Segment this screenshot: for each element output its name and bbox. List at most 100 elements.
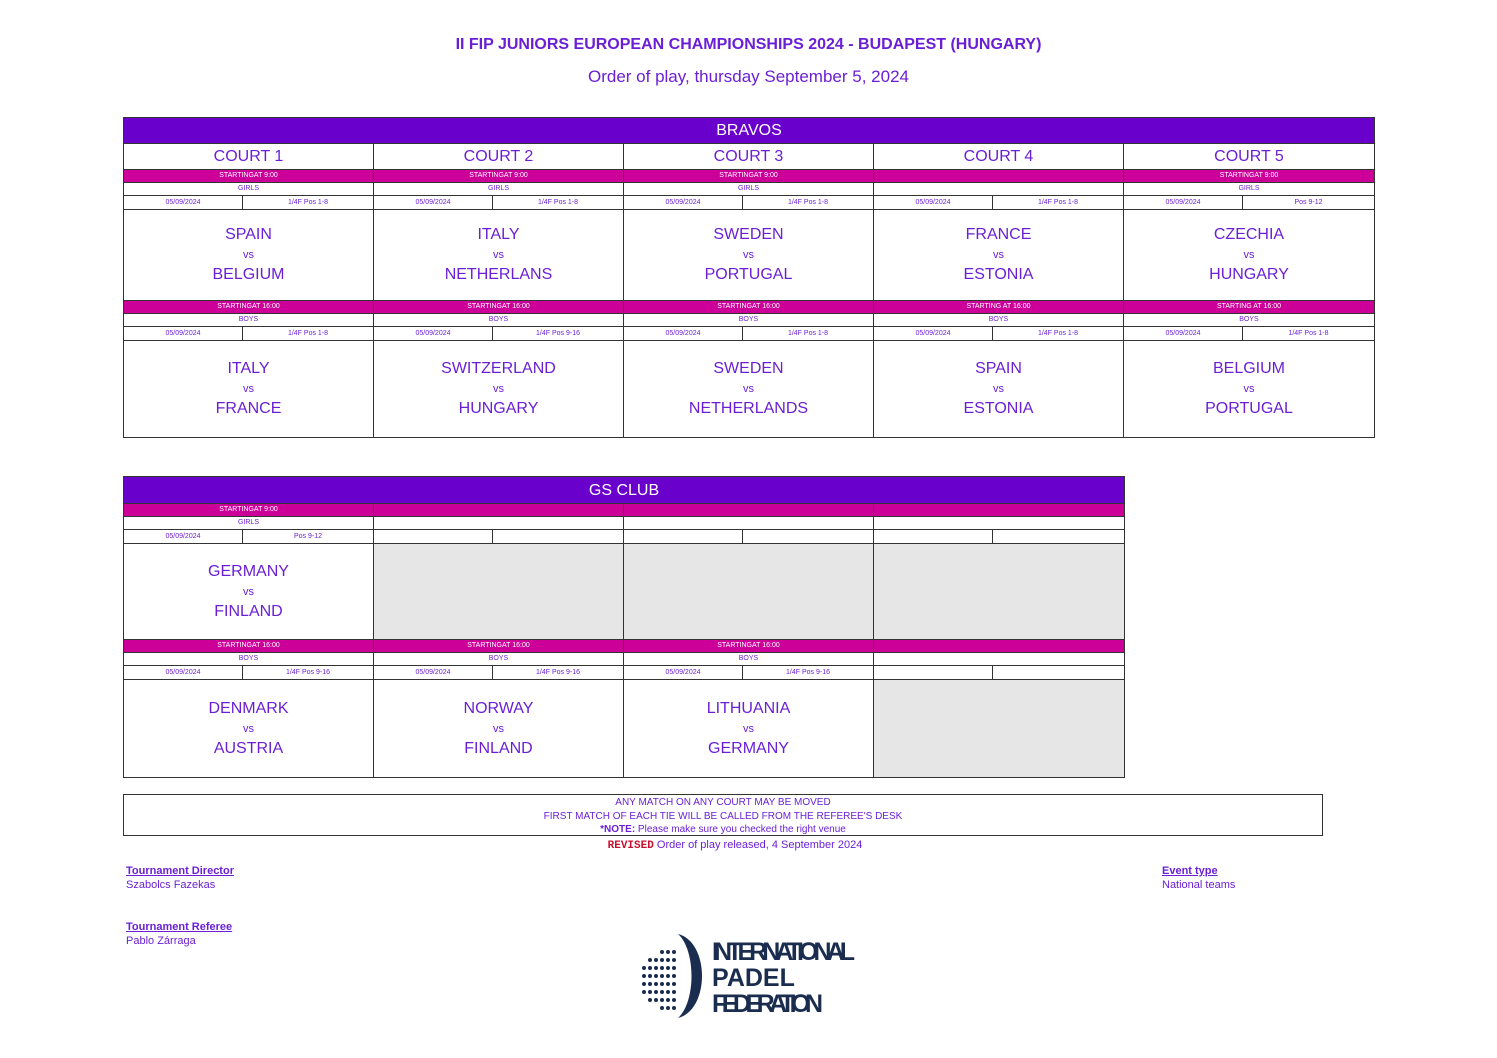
- match-date: 05/09/2024: [624, 327, 743, 340]
- match-card: SWITZERLAND vs HUNGARY: [374, 341, 623, 437]
- court-name: COURT 3: [624, 144, 873, 170]
- session-start-time: STARTINGAT 16:00: [374, 640, 623, 653]
- event-type-label: Event type: [1162, 865, 1218, 877]
- session-category: [874, 183, 1123, 196]
- session-date-row: [374, 530, 623, 544]
- court-column: STARTINGAT 9:00 GIRLS 05/09/2024 Pos 9-12…: [124, 504, 374, 777]
- team-1: SPAIN: [225, 226, 272, 243]
- note-text: Please make sure you checked the right v…: [635, 824, 846, 835]
- court-column: COURT 4 05/09/2024 1/4F Pos 1-8 FRANCE vs E…: [874, 144, 1124, 437]
- match-date: 05/09/2024: [124, 196, 243, 209]
- session-start-time: STARTING AT 16:00: [874, 301, 1123, 314]
- session-start-time: STARTINGAT 9:00: [624, 170, 873, 183]
- venue-bravos: BRAVOS COURT 1 STARTINGAT 9:00 GIRLS 05/09…: [123, 117, 1375, 438]
- match-round: 1/4F Pos 1-8: [1037, 199, 1079, 206]
- match-round: 1/4F Pos 1-8: [1037, 330, 1079, 337]
- match-card: SPAIN vs ESTONIA: [874, 341, 1123, 437]
- versus-label: vs: [1243, 383, 1255, 395]
- session-date-row: 05/09/2024 1/4F Pos 9-16: [624, 666, 873, 680]
- match-card: SWEDEN vs NETHERLANDS: [624, 341, 873, 437]
- team-1: SPAIN: [975, 360, 1022, 377]
- session-category: BOYS: [124, 314, 373, 327]
- match-date: 05/09/2024: [374, 196, 493, 209]
- match-date: 05/09/2024: [874, 327, 993, 340]
- venue-header: GS CLUB: [124, 477, 1124, 504]
- team-2: FINLAND: [214, 602, 283, 620]
- session-start-bar: [874, 504, 1124, 517]
- fip-logo: INTERNATIONAL PADEL FEDERATION: [640, 932, 860, 1027]
- venue-header: BRAVOS: [124, 118, 1374, 144]
- versus-label: vs: [243, 722, 254, 735]
- session-start-time: [874, 170, 1123, 183]
- versus-label: vs: [743, 383, 754, 395]
- match-round: 1/4F Pos 1-8: [787, 199, 829, 206]
- session-category: BOYS: [124, 653, 373, 666]
- team-1: LITHUANIA: [706, 699, 791, 717]
- release-info: REVISED Order of play released, 4 Septem…: [0, 839, 1470, 852]
- match-round: Pos 9-12: [293, 533, 323, 540]
- team-2: HUNGARY: [1209, 266, 1289, 283]
- match-date: 05/09/2024: [874, 196, 993, 209]
- session-category: [374, 517, 623, 530]
- match-date: 05/09/2024: [624, 666, 743, 679]
- match-round: 1/4F Pos 9-16: [286, 669, 330, 676]
- note-line: FIRST MATCH OF EACH TIE WILL BE CALLED F…: [543, 810, 903, 822]
- session-date-row: [874, 530, 1124, 544]
- note-line: ANY MATCH ON ANY COURT MAY BE MOVED: [615, 797, 831, 808]
- session-date-row: 05/09/2024 1/4F Pos 9-16: [374, 327, 623, 341]
- team-1: DENMARK: [208, 699, 289, 717]
- versus-label: vs: [1243, 249, 1255, 261]
- tournament-director: Tournament Director Szabolcs Fazekas: [126, 864, 234, 892]
- session-date-row: [874, 666, 1124, 680]
- match-round: 1/4F Pos 1-8: [287, 199, 329, 206]
- document-subtitle: Order of play, thursday September 5, 202…: [588, 67, 909, 86]
- document-title: II FIP JUNIORS EUROPEAN CHAMPIONSHIPS 20…: [455, 36, 1042, 53]
- court-column: STARTINGAT 16:00 BOYS 05/09/2024 1/4F Pos…: [624, 504, 874, 777]
- versus-label: vs: [243, 383, 254, 395]
- logo-line-1: INTERNATIONAL: [712, 938, 855, 966]
- court-column: COURT 1 STARTINGAT 9:00 GIRLS 05/09/2024 1…: [124, 144, 374, 437]
- notes-box: ANY MATCH ON ANY COURT MAY BE MOVED FIRS…: [123, 794, 1323, 836]
- session-start-time: STARTINGAT 16:00: [624, 640, 873, 653]
- match-date: 05/09/2024: [624, 196, 743, 209]
- court-column: COURT 3 STARTINGAT 9:00 GIRLS 05/09/2024 1…: [624, 144, 874, 437]
- match-card: SWEDEN vs PORTUGAL: [624, 210, 873, 301]
- director-name: Szabolcs Fazekas: [126, 879, 216, 891]
- session-category: [874, 653, 1124, 666]
- session-start-time: STARTINGAT 9:00: [124, 504, 373, 517]
- versus-label: vs: [993, 249, 1004, 261]
- team-1: ITALY: [477, 226, 520, 243]
- logo-line-2: PADEL: [712, 964, 795, 992]
- session-date-row: 05/09/2024 1/4F Pos 1-8: [124, 327, 373, 341]
- tournament-referee: Tournament Referee Pablo Zárraga: [126, 920, 232, 948]
- team-1: NORWAY: [463, 699, 534, 717]
- session-category: GIRLS: [1124, 183, 1374, 196]
- team-1: CZECHIA: [1213, 226, 1285, 243]
- empty-match-slot: [374, 544, 623, 640]
- versus-label: vs: [243, 249, 254, 261]
- team-2: ESTONIA: [963, 400, 1034, 417]
- session-category: BOYS: [1124, 314, 1374, 327]
- empty-match-slot: [874, 544, 1124, 640]
- match-round: 1/4F Pos 1-8: [1288, 330, 1329, 337]
- versus-label: vs: [243, 585, 254, 598]
- session-start-time: STARTING AT 16:00: [1124, 301, 1374, 314]
- match-date: 05/09/2024: [1124, 327, 1243, 340]
- team-2: HUNGARY: [458, 400, 539, 417]
- match-card: ITALY vs FRANCE: [124, 341, 373, 437]
- versus-label: vs: [743, 722, 754, 735]
- team-2: GERMANY: [708, 739, 789, 757]
- team-2: BELGIUM: [212, 266, 285, 283]
- match-round: 1/4F Pos 9-16: [786, 669, 830, 676]
- event-type-value: National teams: [1162, 879, 1236, 891]
- court-column: COURT 2 STARTINGAT 9:00 GIRLS 05/09/2024 1…: [374, 144, 624, 437]
- session-category: GIRLS: [374, 183, 623, 196]
- release-text: Order of play released, 4 September 2024: [653, 839, 863, 851]
- match-card: DENMARK vs AUSTRIA: [124, 680, 373, 777]
- session-date-row: 05/09/2024 1/4F Pos 1-8: [374, 196, 623, 210]
- match-round: 1/4F Pos 1-8: [787, 330, 829, 337]
- referee-name: Pablo Zárraga: [126, 935, 196, 947]
- court-column: COURT 5 STARTINGAT 9:00 GIRLS 05/09/2024 P…: [1124, 144, 1374, 437]
- empty-match-slot: [624, 544, 873, 640]
